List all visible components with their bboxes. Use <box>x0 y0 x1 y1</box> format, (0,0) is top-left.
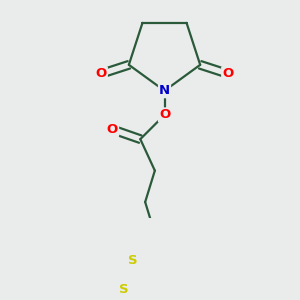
Text: O: O <box>159 108 170 122</box>
Text: S: S <box>128 254 138 267</box>
Text: S: S <box>118 283 128 296</box>
Text: O: O <box>107 123 118 136</box>
Text: O: O <box>222 67 233 80</box>
Text: O: O <box>96 67 107 80</box>
Text: N: N <box>159 84 170 97</box>
